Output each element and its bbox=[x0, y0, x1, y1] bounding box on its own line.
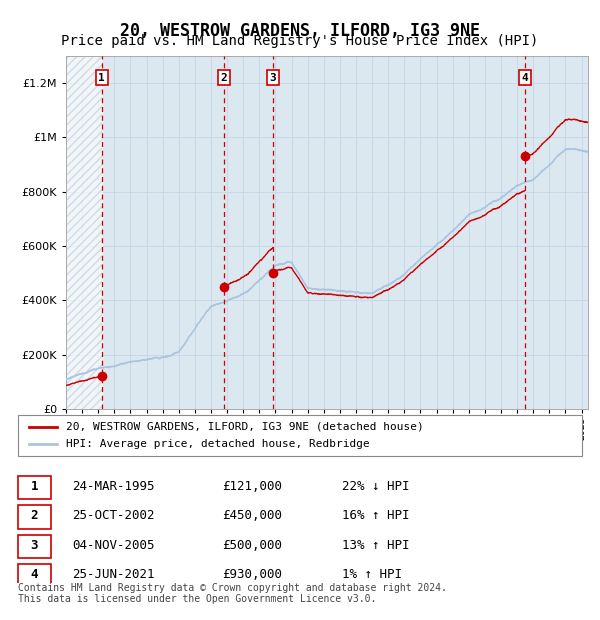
Text: 20, WESTROW GARDENS, ILFORD, IG3 9NE: 20, WESTROW GARDENS, ILFORD, IG3 9NE bbox=[120, 22, 480, 40]
Text: 13% ↑ HPI: 13% ↑ HPI bbox=[342, 539, 410, 552]
Bar bbox=[66, 56, 102, 409]
Text: 24-MAR-1995: 24-MAR-1995 bbox=[72, 480, 155, 493]
Text: 1% ↑ HPI: 1% ↑ HPI bbox=[342, 568, 402, 581]
FancyBboxPatch shape bbox=[18, 505, 51, 529]
Text: 3: 3 bbox=[31, 539, 38, 552]
Text: 3: 3 bbox=[269, 73, 276, 82]
Text: 1: 1 bbox=[98, 73, 105, 82]
Bar bbox=[66, 56, 102, 409]
FancyBboxPatch shape bbox=[18, 476, 51, 499]
Text: £500,000: £500,000 bbox=[222, 539, 282, 552]
FancyBboxPatch shape bbox=[18, 415, 582, 456]
Text: 25-OCT-2002: 25-OCT-2002 bbox=[72, 509, 155, 522]
Text: 4: 4 bbox=[521, 73, 528, 82]
Text: 2: 2 bbox=[31, 509, 38, 522]
Text: 1: 1 bbox=[31, 480, 38, 493]
Text: 2: 2 bbox=[221, 73, 227, 82]
Text: HPI: Average price, detached house, Redbridge: HPI: Average price, detached house, Redb… bbox=[66, 440, 370, 450]
Text: Contains HM Land Registry data © Crown copyright and database right 2024.
This d: Contains HM Land Registry data © Crown c… bbox=[18, 583, 447, 604]
Text: £121,000: £121,000 bbox=[222, 480, 282, 493]
Text: 22% ↓ HPI: 22% ↓ HPI bbox=[342, 480, 410, 493]
Text: £450,000: £450,000 bbox=[222, 509, 282, 522]
FancyBboxPatch shape bbox=[18, 564, 51, 588]
FancyBboxPatch shape bbox=[18, 534, 51, 558]
Text: 20, WESTROW GARDENS, ILFORD, IG3 9NE (detached house): 20, WESTROW GARDENS, ILFORD, IG3 9NE (de… bbox=[66, 422, 424, 432]
Text: 16% ↑ HPI: 16% ↑ HPI bbox=[342, 509, 410, 522]
Text: 4: 4 bbox=[31, 568, 38, 581]
Text: 04-NOV-2005: 04-NOV-2005 bbox=[72, 539, 155, 552]
Text: £930,000: £930,000 bbox=[222, 568, 282, 581]
Text: 25-JUN-2021: 25-JUN-2021 bbox=[72, 568, 155, 581]
Text: Price paid vs. HM Land Registry's House Price Index (HPI): Price paid vs. HM Land Registry's House … bbox=[61, 34, 539, 48]
